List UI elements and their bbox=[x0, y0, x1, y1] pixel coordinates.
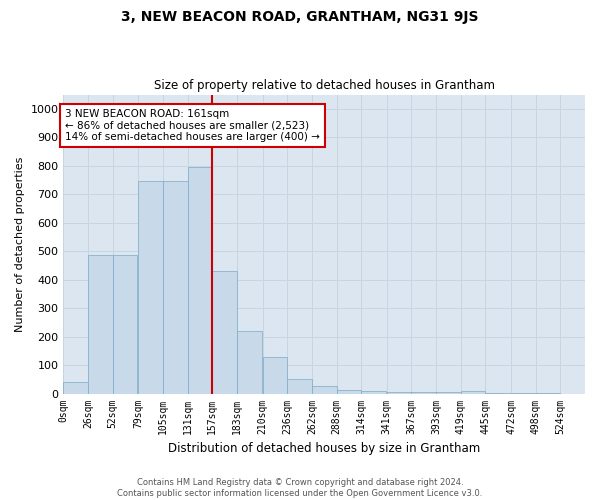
Bar bbox=[536, 392, 560, 394]
Bar bbox=[511, 392, 536, 394]
Bar bbox=[461, 392, 485, 394]
Bar bbox=[436, 392, 461, 394]
Bar bbox=[212, 270, 237, 394]
Text: 3, NEW BEACON ROAD, GRANTHAM, NG31 9JS: 3, NEW BEACON ROAD, GRANTHAM, NG31 9JS bbox=[121, 10, 479, 24]
Bar bbox=[361, 392, 386, 394]
Bar bbox=[287, 380, 312, 394]
Bar bbox=[88, 255, 113, 394]
Bar bbox=[412, 392, 436, 394]
Bar bbox=[163, 180, 188, 394]
X-axis label: Distribution of detached houses by size in Grantham: Distribution of detached houses by size … bbox=[168, 442, 481, 455]
Bar bbox=[485, 392, 510, 394]
Bar bbox=[139, 180, 163, 394]
Bar bbox=[64, 382, 88, 394]
Bar bbox=[188, 167, 212, 394]
Y-axis label: Number of detached properties: Number of detached properties bbox=[15, 156, 25, 332]
Text: 3 NEW BEACON ROAD: 161sqm
← 86% of detached houses are smaller (2,523)
14% of se: 3 NEW BEACON ROAD: 161sqm ← 86% of detac… bbox=[65, 109, 320, 142]
Bar bbox=[237, 331, 262, 394]
Bar bbox=[263, 356, 287, 394]
Text: Contains HM Land Registry data © Crown copyright and database right 2024.
Contai: Contains HM Land Registry data © Crown c… bbox=[118, 478, 482, 498]
Bar bbox=[387, 392, 412, 394]
Title: Size of property relative to detached houses in Grantham: Size of property relative to detached ho… bbox=[154, 79, 495, 92]
Bar bbox=[113, 255, 137, 394]
Bar bbox=[337, 390, 361, 394]
Bar bbox=[312, 386, 337, 394]
